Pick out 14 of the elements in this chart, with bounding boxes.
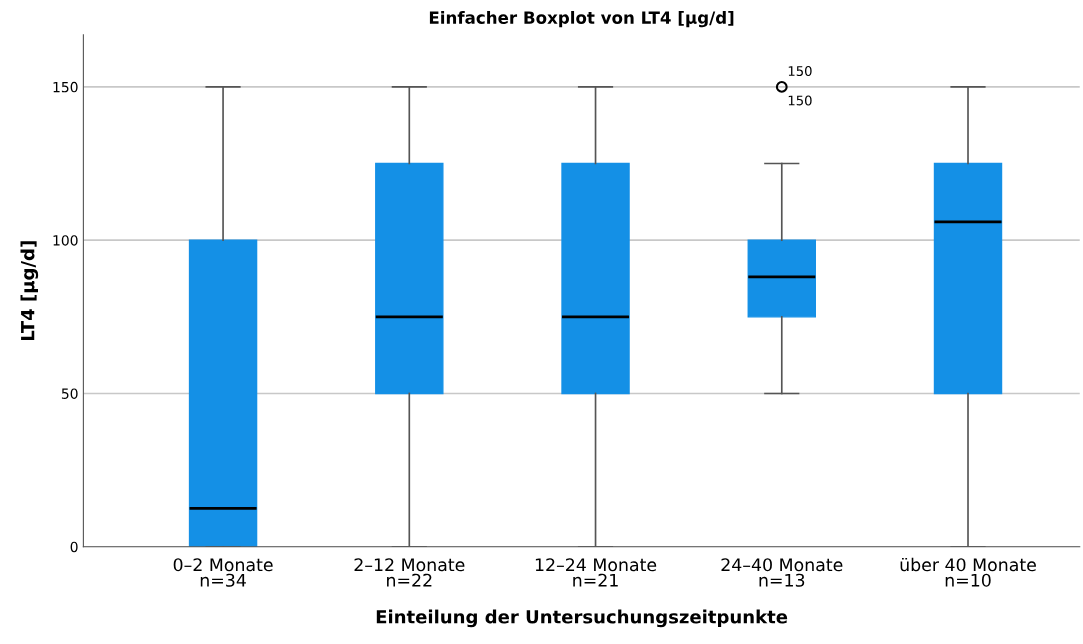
x-tick-label: 2–12 Monate n=22 [354,558,465,587]
y-tick-label: 0 [70,541,78,553]
x-tick-label: 12–24 Monate n=21 [535,558,657,587]
x-tick-label: 0–2 Monate n=34 [173,558,273,587]
annotation: 150 [788,95,812,106]
x-tick-label: 24–40 Monate n=13 [721,558,843,587]
annotation: 150 [788,66,812,76]
x-axis-title: Einteilung der Untersuchungszeitpunkte [376,609,788,628]
y-axis-title: LT4 [µg/d] [20,241,39,341]
x-tick-label: über 40 Monate n=10 [900,557,1036,587]
y-tick-label: 150 [53,81,78,93]
y-tick-label: 100 [53,235,78,246]
y-tick-label: 50 [61,388,78,399]
chart-title: Einfacher Boxplot von LT4 [µg/d] [429,11,734,28]
